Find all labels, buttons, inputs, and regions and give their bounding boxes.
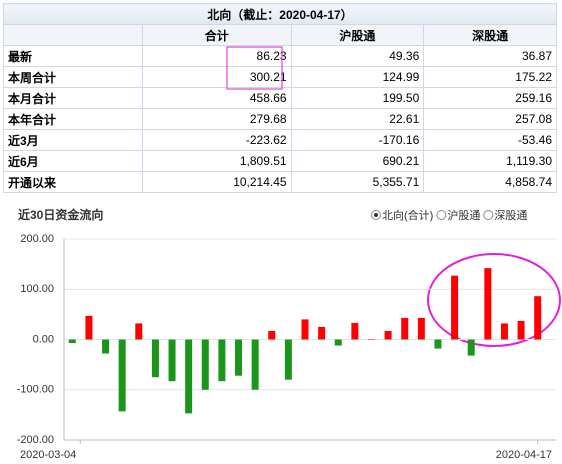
highlight-box: [226, 46, 283, 90]
bar: [367, 338, 375, 340]
y-tick-label: -200.00: [17, 434, 54, 446]
cell-value: 10,214.45: [142, 171, 292, 193]
bar: [151, 339, 159, 378]
bar: [500, 323, 508, 340]
cell-value: -223.62: [142, 129, 292, 151]
bar: [351, 322, 359, 340]
column-header: 沪股通: [290, 24, 425, 46]
radio-dot: [374, 213, 378, 217]
cell-value: -170.16: [290, 129, 425, 151]
bar: [235, 339, 243, 376]
bar: [201, 339, 209, 390]
table-row: 本年合计 279.68 22.61 257.08: [3, 108, 557, 130]
bar: [118, 339, 126, 412]
row-label: 开通以来: [3, 171, 143, 193]
table-title: 北向（截止：2020-04-17）: [3, 3, 557, 25]
bar: [68, 339, 76, 344]
bar: [218, 339, 226, 382]
bar: [168, 339, 176, 382]
bar: [401, 317, 409, 340]
x-tick-label: 2020-04-17: [496, 449, 552, 461]
cell-value: 1,119.30: [423, 150, 557, 172]
cell-value: 1,809.51: [142, 150, 292, 172]
bar: [334, 339, 342, 346]
corner: [3, 24, 143, 46]
bar: [284, 339, 292, 380]
bar: [451, 275, 459, 340]
highlight-ellipse: [427, 253, 561, 347]
bar: [384, 330, 392, 340]
bar: [417, 317, 425, 340]
radio[interactable]: [436, 210, 447, 220]
bar: [301, 319, 309, 340]
cell-value: 199.50: [290, 87, 425, 109]
cell-value: 279.68: [142, 108, 292, 130]
radio-label[interactable]: 深股通: [494, 209, 527, 222]
bar: [102, 339, 110, 354]
bar: [268, 330, 276, 340]
bar: [318, 326, 326, 340]
bar: [135, 323, 143, 340]
bar: [251, 339, 259, 390]
table-row: 开通以来 10,214.45 5,355.71 4,858.74: [3, 171, 557, 193]
cell-value: 5,355.71: [290, 171, 425, 193]
y-tick-label: -100.00: [17, 384, 54, 396]
radio[interactable]: [483, 210, 494, 220]
bar: [185, 339, 193, 414]
radio-label[interactable]: 沪股通: [447, 208, 480, 222]
y-tick-label: 200.00: [20, 233, 54, 245]
cell-value: 86.23: [142, 45, 292, 67]
bar: [534, 296, 542, 340]
row-label: 近3月: [3, 129, 143, 151]
bar: [484, 268, 492, 340]
chart-title: 近30日资金流向: [18, 207, 103, 222]
cell-value: 257.08: [423, 108, 557, 130]
cell-value: 4,858.74: [423, 171, 557, 193]
radio-label[interactable]: 北向(合计): [382, 208, 433, 222]
table-row: 本月合计 458.66 199.50 259.16: [3, 87, 557, 109]
x-tick-label: 2020-03-04: [20, 449, 76, 461]
table-row: 本周合计 300.21 124.99 175.22: [3, 66, 557, 88]
bar: [85, 315, 93, 340]
y-tick-label: 100.00: [20, 283, 54, 295]
summary-table: 北向（截止：2020-04-17） 合计 沪股通 深股通 最新 86.23 49.36 3…: [3, 3, 557, 193]
bar: [467, 339, 475, 356]
bar: [517, 320, 525, 340]
cell-value: 690.21: [290, 150, 425, 172]
table-row: 近6月 1,809.51 690.21 1,119.30: [3, 150, 557, 172]
bar: [434, 339, 442, 349]
y-tick-label: 0.00: [33, 333, 54, 345]
